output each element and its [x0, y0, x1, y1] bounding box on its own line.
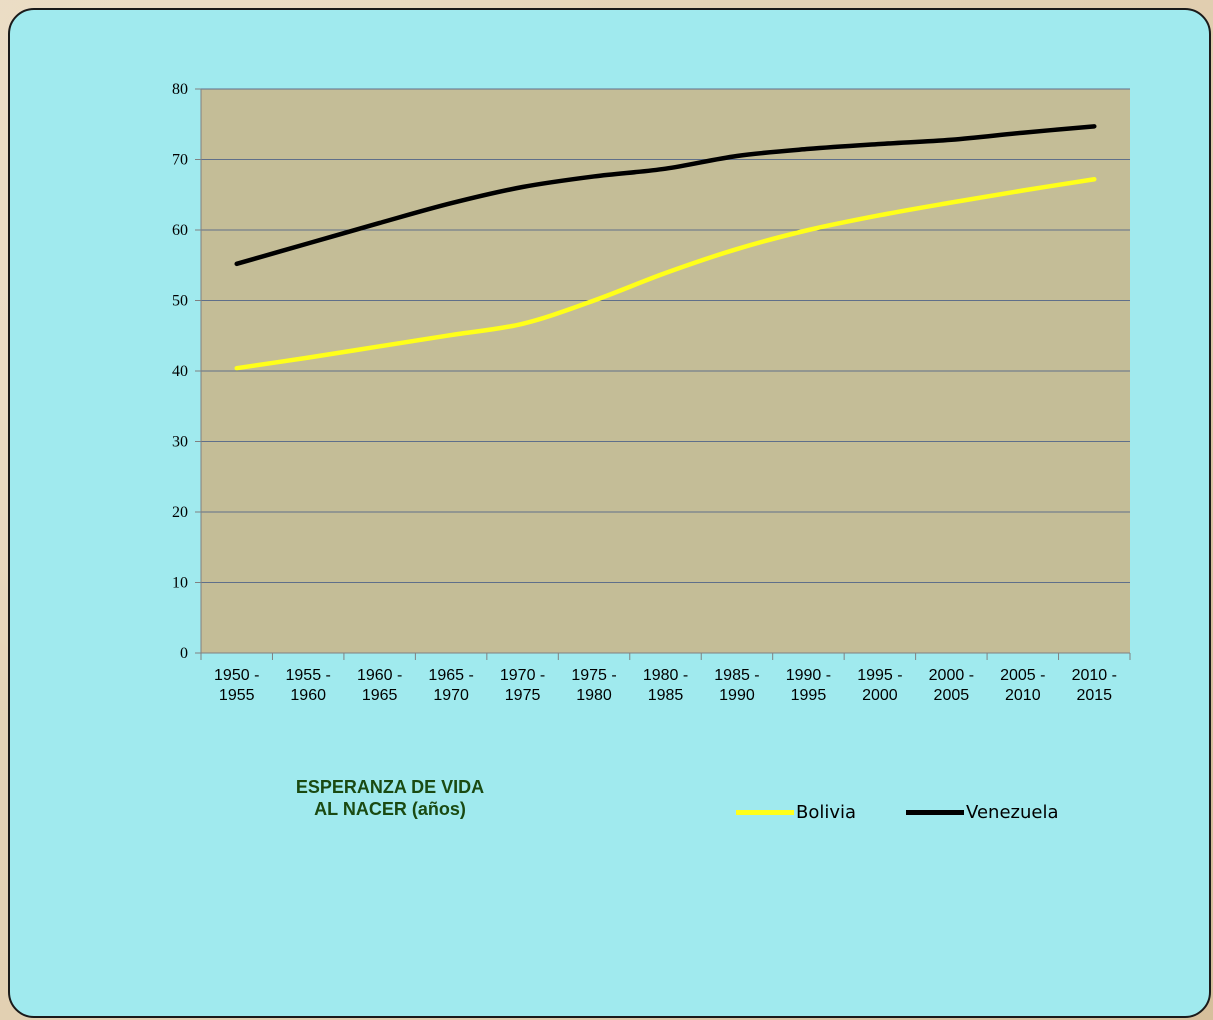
y-tick-label: 20 [172, 504, 188, 521]
x-tick-label: 1985 -1990 [714, 667, 759, 704]
x-tick-label: 1995 -2000 [857, 667, 902, 704]
y-tick-label: 10 [172, 575, 188, 592]
y-tick-label: 80 [172, 81, 188, 98]
chart-title-line2: AL NACER (años) [314, 799, 466, 819]
x-tick-label: 1965 -1970 [428, 667, 473, 704]
chart-title-line1: ESPERANZA DE VIDA [295, 777, 485, 797]
legend-swatch-bolivia [736, 809, 794, 815]
y-tick-label: 30 [172, 434, 188, 451]
legend-label-venezuela: Venezuela [966, 801, 1059, 823]
x-tick-label: 2010 -2015 [1072, 667, 1117, 704]
legend-item-bolivia: Bolivia [736, 802, 856, 823]
x-tick-label: 1980 -1985 [643, 667, 688, 704]
series-line-bolivia [234, 176, 1097, 371]
y-tick-label: 40 [172, 363, 188, 380]
x-tick-label: 2005 -2010 [1000, 667, 1045, 704]
x-tick-label: 1970 -1975 [500, 667, 545, 704]
x-tick-label: 2000 -2005 [929, 667, 974, 704]
x-tick-label: 1950 -1955 [214, 667, 259, 704]
x-tick-label: 1955 -1960 [286, 667, 331, 704]
legend-label-bolivia: Bolivia [796, 801, 857, 823]
chart-legend: Bolivia Venezuela [736, 800, 1108, 824]
chart-title: ESPERANZA DE VIDA AL NACER (años) [230, 776, 550, 820]
legend-item-venezuela: Venezuela [906, 802, 1058, 823]
legend-swatch-venezuela [906, 809, 965, 815]
series-line-venezuela [234, 124, 1097, 267]
y-tick-label: 70 [172, 152, 188, 169]
x-tick-label: 1960 -1965 [357, 667, 402, 704]
y-tick-label: 50 [172, 293, 188, 310]
x-tick-label: 1975 -1980 [571, 667, 616, 704]
x-tick-label: 1990 -1995 [786, 667, 831, 704]
y-tick-label: 0 [180, 645, 188, 662]
y-tick-label: 60 [172, 222, 188, 239]
